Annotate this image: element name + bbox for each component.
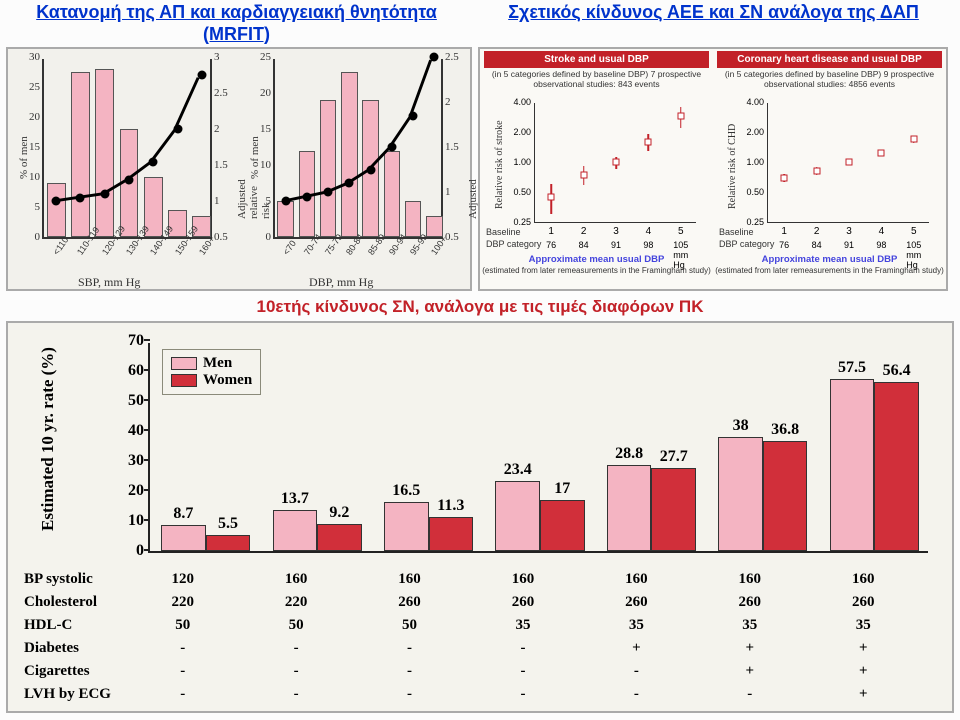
title-right: Σχετικός κίνδυνος ΑΕΕ και ΣΝ ανάλογα της… — [475, 2, 952, 45]
tenyr-table: BP systolic120160160160160160160Choleste… — [22, 567, 921, 707]
mid-title: 10ετής κίνδυνος ΣΝ, ανάλογα με τις τιμές… — [0, 291, 960, 321]
title-left: Κατανομή της ΑΠ και καρδιαγγειακή θνητότ… — [8, 2, 465, 45]
rr-panel: Stroke and usual DBP(in 5 categories def… — [478, 47, 948, 291]
legend-women: Women — [203, 372, 252, 389]
tenyr-legend: Men Women — [162, 349, 261, 395]
tenyr-ylabel: Estimated 10 yr. rate (%) — [38, 347, 58, 531]
legend-men: Men — [203, 355, 232, 372]
tenyr-panel: 0102030405060708.75.513.79.216.511.323.4… — [6, 321, 954, 713]
mrfit-panel: 0510152025300.511.522.53<110110-119120-1… — [6, 47, 472, 291]
